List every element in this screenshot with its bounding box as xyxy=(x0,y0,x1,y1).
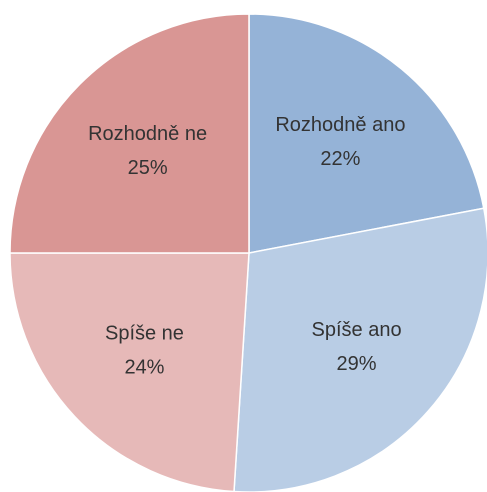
slice-value-label: 24% xyxy=(124,356,164,378)
slice-value-label: 25% xyxy=(128,157,168,179)
slice-value-label: 29% xyxy=(337,353,377,375)
pie-slice xyxy=(9,252,250,492)
slice-label: Rozhodně ano xyxy=(275,114,405,136)
slice-label: Spíše ano xyxy=(312,319,402,341)
pie-slice xyxy=(248,13,485,254)
pie-slice xyxy=(233,207,487,492)
slice-label: Rozhodně ne xyxy=(88,123,207,145)
pie-slice xyxy=(9,13,250,254)
slice-value-label: 22% xyxy=(320,148,360,170)
slice-label: Spíše ne xyxy=(105,322,184,344)
